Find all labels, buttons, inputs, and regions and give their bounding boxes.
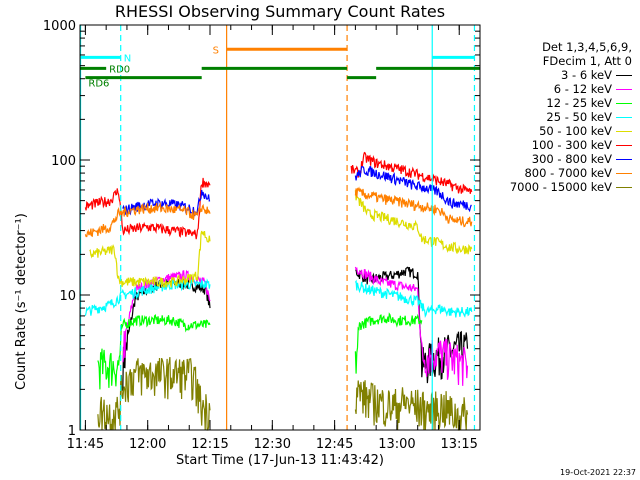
series-5-segment-1 <box>350 151 473 194</box>
legend-entry-label: 12 - 25 keV <box>546 96 612 110</box>
annotation-bar-label-0: N <box>124 53 131 64</box>
x-tick-label-4: 12:45 <box>316 437 353 452</box>
annotation-bar-label-2: RD0 <box>109 64 130 75</box>
annotation-bar-label-7: S <box>213 45 219 56</box>
legend-swatch <box>616 172 632 174</box>
x-tick-label-2: 12:15 <box>191 437 228 452</box>
legend-entry: 800 - 7000 keV <box>480 166 632 180</box>
legend-header-line-1: Det 1,3,4,5,6,9, <box>542 40 632 54</box>
y-tick-label-3: 1000 <box>43 19 76 34</box>
series-0-segment-1 <box>354 266 469 384</box>
legend-swatch <box>616 144 632 146</box>
series-3-segment-1 <box>354 279 473 319</box>
series-8-segment-0 <box>97 357 211 431</box>
series-7-segment-1 <box>354 186 473 228</box>
legend-entry-label: 7000 - 15000 keV <box>509 180 612 194</box>
legend: Det 1,3,4,5,6,9, FDecim 1, Att 0 3 - 6 k… <box>480 40 632 194</box>
y-axis-label: Count Rate (s⁻¹ detector⁻¹) <box>14 213 29 390</box>
legend-entry-label: 800 - 7000 keV <box>524 166 612 180</box>
x-tick-label-3: 12:30 <box>254 437 291 452</box>
legend-entries: 3 - 6 keV 6 - 12 keV 12 - 25 keV 25 - 50 ke… <box>480 68 632 194</box>
legend-swatch <box>616 88 632 90</box>
legend-entry: 50 - 100 keV <box>480 124 632 138</box>
legend-swatch <box>616 116 632 118</box>
legend-entry-label: 3 - 6 keV <box>561 68 612 82</box>
series-4-segment-0 <box>89 230 211 288</box>
series-2-segment-1 <box>354 312 423 374</box>
series-4-segment-1 <box>354 190 473 255</box>
legend-entry: 6 - 12 keV <box>480 82 632 96</box>
x-tick-label-1: 12:00 <box>129 437 166 452</box>
legend-entry-label: 6 - 12 keV <box>553 82 612 96</box>
legend-entry: 3 - 6 keV <box>480 68 632 82</box>
legend-swatch <box>616 130 632 132</box>
legend-entry-label: 100 - 300 keV <box>531 138 612 152</box>
annotation-bar-label-6: RD6 <box>88 79 109 90</box>
legend-entry: 100 - 300 keV <box>480 138 632 152</box>
legend-entry-label: 50 - 100 keV <box>539 124 612 138</box>
series-5-segment-0 <box>84 177 211 240</box>
legend-header-line-2: FDecim 1, Att 0 <box>542 54 632 68</box>
legend-entry: 7000 - 15000 keV <box>480 180 632 194</box>
series-2-segment-0 <box>97 313 211 390</box>
y-tick-label-0: 1 <box>68 424 76 439</box>
legend-swatch <box>616 186 632 188</box>
y-tick-label-2: 100 <box>51 154 76 169</box>
legend-entry-label: 300 - 800 keV <box>531 152 612 166</box>
series-7-segment-0 <box>84 201 211 238</box>
legend-entry: 12 - 25 keV <box>480 96 632 110</box>
x-tick-label-0: 11:45 <box>67 437 104 452</box>
legend-entry: 300 - 800 keV <box>480 152 632 166</box>
x-axis-label: Start Time (17-Jun-13 11:43:42) <box>176 453 384 468</box>
series-1-segment-1 <box>354 266 469 386</box>
series-8-segment-1 <box>354 380 469 431</box>
x-tick-label-5: 13:00 <box>378 437 415 452</box>
chart-title: RHESSI Observing Summary Count Rates <box>114 2 446 21</box>
legend-swatch <box>616 74 632 76</box>
plot-frame <box>79 24 481 431</box>
render-datestamp: 19-Oct-2021 22:37 <box>560 468 636 477</box>
legend-swatch <box>616 102 632 104</box>
legend-entry: 25 - 50 keV <box>480 110 632 124</box>
legend-entry-label: 25 - 50 keV <box>546 110 612 124</box>
series-3-segment-0 <box>84 278 211 316</box>
y-tick-label-1: 10 <box>59 289 76 304</box>
series-6-segment-1 <box>354 165 472 213</box>
x-tick-label-6: 13:15 <box>440 437 477 452</box>
legend-swatch <box>616 158 632 160</box>
